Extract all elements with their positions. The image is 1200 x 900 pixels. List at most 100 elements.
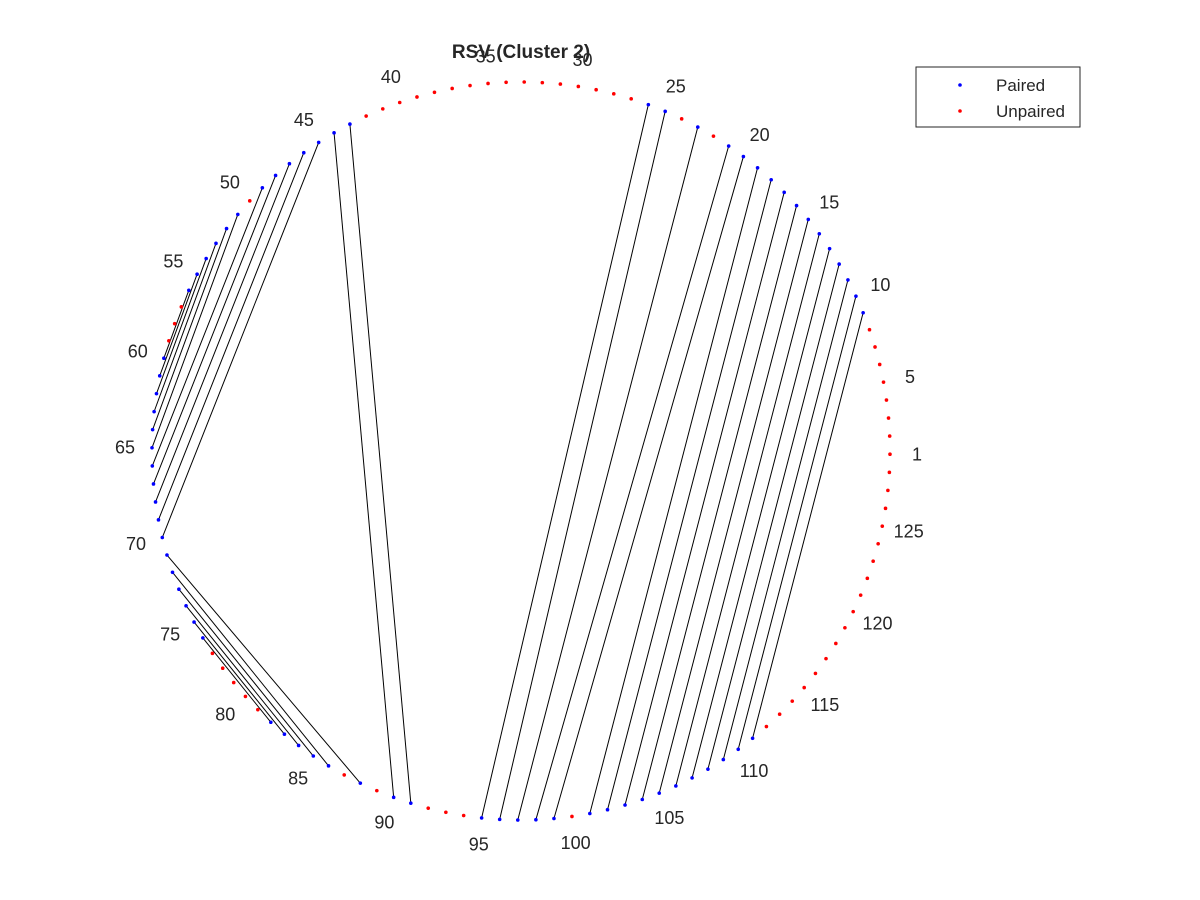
- tick-label: 45: [294, 110, 314, 130]
- tick-label: 80: [215, 704, 235, 724]
- pair-line: [159, 274, 198, 377]
- paired-dot: [162, 356, 166, 361]
- paired-dot: [726, 144, 731, 148]
- unpaired-dot: [444, 810, 448, 815]
- paired-dot: [184, 604, 188, 608]
- tick-label: 105: [654, 808, 684, 828]
- paired-dot: [827, 246, 832, 251]
- unpaired-dot: [576, 84, 581, 89]
- pair-line: [155, 163, 290, 503]
- paired-dot: [605, 807, 610, 812]
- legend-paired-marker: [958, 83, 962, 87]
- unpaired-dot: [486, 81, 490, 86]
- unpaired-dot: [888, 452, 892, 457]
- paired-dot: [736, 747, 741, 752]
- unpaired-dot: [220, 666, 225, 671]
- paired-dot: [160, 535, 165, 540]
- paired-dot: [187, 288, 191, 293]
- pair-line: [658, 219, 809, 794]
- tick-label: 65: [115, 438, 135, 458]
- paired-dot: [690, 776, 694, 780]
- pair-line: [153, 243, 217, 412]
- unpaired-dot: [342, 773, 347, 777]
- paired-dot: [706, 767, 710, 771]
- paired-dot: [646, 102, 651, 107]
- tick-label: 120: [862, 613, 892, 633]
- paired-dot: [156, 518, 161, 522]
- unpaired-dot: [777, 712, 782, 716]
- unpaired-dot: [256, 707, 260, 712]
- tick-label: 110: [740, 761, 769, 781]
- tick-label: 60: [128, 341, 148, 361]
- unpaired-dot: [764, 724, 769, 729]
- position-dots: [150, 80, 892, 822]
- paired-dot: [515, 818, 520, 822]
- pair-line: [641, 205, 798, 800]
- paired-dot: [157, 374, 162, 378]
- unpaired-dot: [887, 470, 892, 475]
- pair-line: [707, 263, 840, 770]
- pair-line: [151, 214, 239, 448]
- unpaired-dot: [461, 813, 466, 818]
- unpaired-dot: [522, 80, 527, 84]
- paired-dot: [204, 256, 208, 261]
- tick-label: 95: [469, 835, 489, 855]
- paired-dot: [201, 636, 205, 640]
- paired-dot: [316, 140, 321, 145]
- tick-label: 50: [220, 173, 240, 193]
- pair-line: [752, 312, 864, 739]
- unpaired-dot: [247, 199, 252, 203]
- tick-label: 10: [870, 275, 890, 295]
- unpaired-dot: [887, 434, 892, 438]
- paired-dot: [497, 817, 502, 822]
- paired-dot: [391, 795, 396, 800]
- paired-dot: [674, 784, 678, 788]
- paired-dot: [695, 125, 700, 129]
- unpaired-dot: [843, 625, 847, 630]
- unpaired-dot: [179, 305, 184, 309]
- paired-dot: [861, 310, 865, 315]
- paired-dot: [150, 427, 155, 432]
- paired-dot: [663, 109, 667, 114]
- paired-dot: [287, 161, 292, 166]
- unpaired-dot: [679, 117, 684, 121]
- tick-label: 40: [381, 67, 401, 87]
- tick-label: 125: [894, 522, 924, 542]
- paired-dot: [623, 803, 627, 807]
- paired-dot: [170, 570, 175, 575]
- tick-label: 35: [476, 47, 496, 67]
- paired-dot: [750, 736, 755, 741]
- tick-label: 100: [561, 833, 591, 853]
- unpaired-dot: [540, 80, 545, 85]
- paired-dot: [260, 186, 265, 190]
- unpaired-dot: [558, 82, 563, 86]
- pair-line: [178, 588, 314, 757]
- unpaired-dot: [432, 90, 437, 95]
- paired-dot: [552, 816, 556, 821]
- pair-line: [172, 571, 329, 767]
- unpaired-dot: [876, 541, 880, 546]
- paired-dot: [282, 732, 287, 736]
- paired-dot: [854, 294, 858, 298]
- unpaired-dot: [851, 609, 855, 614]
- pair-line: [607, 179, 772, 810]
- paired-dot: [755, 166, 760, 170]
- pair-line: [185, 605, 299, 746]
- tick-label: 15: [819, 192, 839, 212]
- pair-line: [691, 248, 831, 779]
- pair-line: [499, 111, 666, 820]
- paired-dot: [224, 226, 229, 231]
- legend-unpaired-marker: [958, 109, 962, 113]
- tick-label: 90: [374, 813, 394, 833]
- unpaired-dot: [884, 398, 889, 402]
- tick-label: 85: [288, 768, 308, 788]
- unpaired-dot: [824, 656, 828, 661]
- pair-line: [202, 637, 272, 723]
- tick-label: 5: [905, 367, 915, 387]
- pair-line: [589, 167, 759, 814]
- pair-line: [553, 156, 744, 819]
- unpaired-dot: [865, 576, 870, 581]
- paired-dot: [326, 764, 331, 768]
- paired-dot: [409, 801, 413, 805]
